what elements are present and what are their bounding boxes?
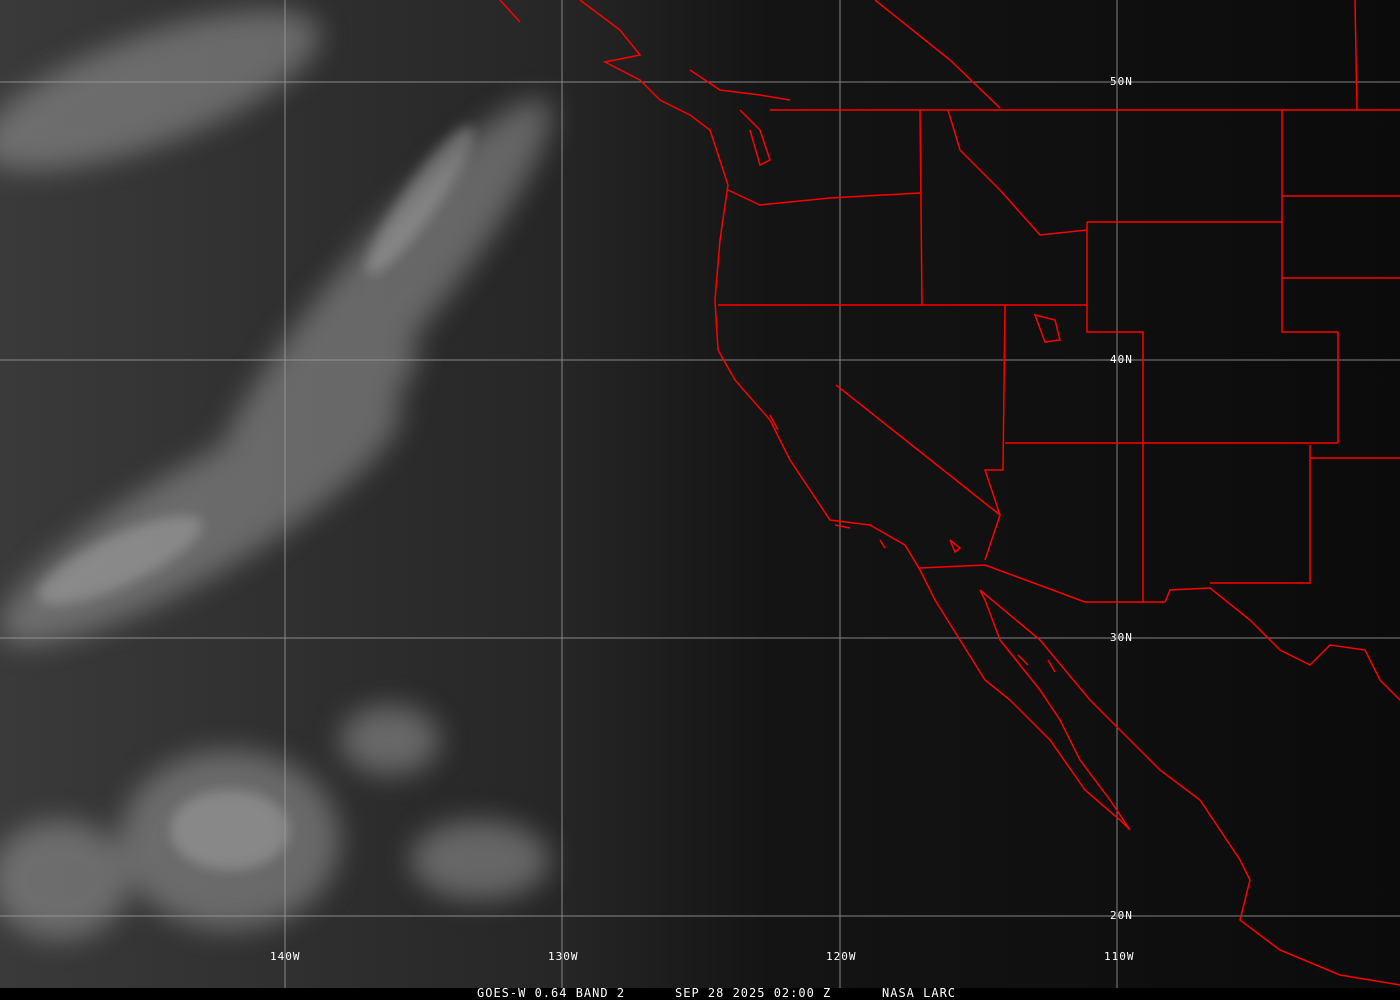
- footer-bar: [0, 988, 1400, 1000]
- product-label: GOES-W 0.64 BAND 2: [477, 986, 626, 1000]
- lon-label-130w: 130W: [548, 950, 579, 963]
- us-mexico-border: [919, 564, 1400, 701]
- lat-label-40n: 40N: [1110, 353, 1133, 366]
- lat-label-20n: 20N: [1110, 909, 1133, 922]
- state-borders: [718, 0, 1400, 602]
- lat-label-30n: 30N: [1110, 631, 1133, 644]
- coastline: [499, 0, 1400, 986]
- political-boundaries: [499, 0, 1400, 986]
- lat-label-50n: 50N: [1110, 75, 1133, 88]
- source-label: NASA LARC: [882, 986, 957, 1000]
- lon-label-120w: 120W: [826, 950, 857, 963]
- lakes-islands: [769, 313, 1061, 673]
- datetime-label: SEP 28 2025 02:00 Z: [675, 986, 832, 1000]
- lon-label-140w: 140W: [270, 950, 301, 963]
- puget-sound: [689, 69, 791, 167]
- lon-label-110w: 110W: [1104, 950, 1135, 963]
